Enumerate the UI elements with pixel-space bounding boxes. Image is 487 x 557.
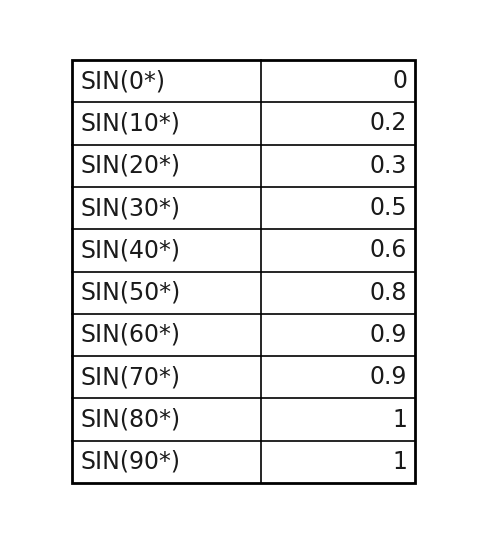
Text: 0.3: 0.3 <box>370 154 407 178</box>
Text: 0.9: 0.9 <box>370 365 407 389</box>
Text: 1: 1 <box>392 450 407 474</box>
Text: 0.9: 0.9 <box>370 323 407 347</box>
Text: SIN(20*): SIN(20*) <box>80 154 180 178</box>
Text: SIN(70*): SIN(70*) <box>80 365 180 389</box>
Text: SIN(90*): SIN(90*) <box>80 450 180 474</box>
Text: 0: 0 <box>392 69 407 93</box>
Text: 1: 1 <box>392 408 407 432</box>
Text: 0.2: 0.2 <box>370 111 407 135</box>
Text: SIN(60*): SIN(60*) <box>80 323 180 347</box>
Text: 0.6: 0.6 <box>370 238 407 262</box>
Text: SIN(30*): SIN(30*) <box>80 196 180 220</box>
Text: 0.8: 0.8 <box>370 281 407 305</box>
Text: SIN(80*): SIN(80*) <box>80 408 180 432</box>
Text: SIN(40*): SIN(40*) <box>80 238 180 262</box>
Text: SIN(0*): SIN(0*) <box>80 69 165 93</box>
Bar <box>72 60 415 483</box>
Text: 0.5: 0.5 <box>369 196 407 220</box>
Text: SIN(50*): SIN(50*) <box>80 281 180 305</box>
Text: SIN(10*): SIN(10*) <box>80 111 180 135</box>
